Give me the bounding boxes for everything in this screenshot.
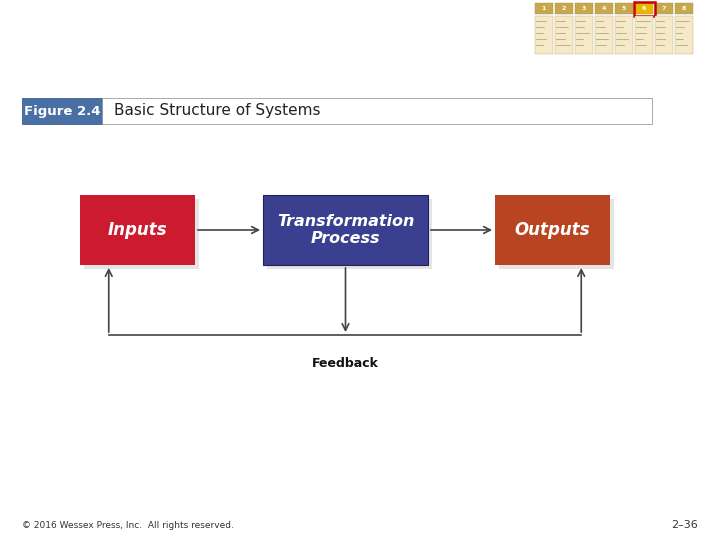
Bar [575, 16, 593, 54]
Text: 2–36: 2–36 [671, 520, 698, 530]
Bar [499, 199, 614, 269]
Bar [22, 98, 102, 124]
Bar [263, 195, 428, 265]
Text: Figure 2.4: Figure 2.4 [24, 105, 100, 118]
Text: 4: 4 [602, 6, 606, 11]
Text: 1: 1 [542, 6, 546, 11]
Text: 8: 8 [682, 6, 686, 11]
Text: Inputs: Inputs [108, 221, 167, 239]
Bar [555, 16, 573, 54]
Bar [655, 16, 673, 54]
Bar [675, 3, 693, 14]
Bar [535, 16, 553, 54]
Bar [675, 16, 693, 54]
Bar [635, 16, 653, 54]
Text: Transformation
Process: Transformation Process [276, 214, 414, 246]
Bar [80, 195, 195, 265]
Text: 2: 2 [562, 6, 566, 11]
Bar [595, 16, 613, 54]
Bar [102, 98, 652, 124]
Text: 3: 3 [582, 6, 586, 11]
Text: © 2016 Wessex Press, Inc.  All rights reserved.: © 2016 Wessex Press, Inc. All rights res… [22, 521, 234, 530]
Bar [555, 3, 573, 14]
Bar [267, 199, 432, 269]
Bar [495, 195, 610, 265]
Text: Basic Structure of Systems: Basic Structure of Systems [114, 104, 320, 118]
Bar [655, 3, 673, 14]
Bar [615, 16, 633, 54]
Text: 7: 7 [662, 6, 666, 11]
Text: 6: 6 [642, 6, 646, 11]
Text: Outputs: Outputs [515, 221, 590, 239]
Bar [535, 3, 553, 14]
Text: 5: 5 [622, 6, 626, 11]
Bar [615, 3, 633, 14]
Bar [635, 3, 653, 14]
Bar [84, 199, 199, 269]
Text: Feedback: Feedback [312, 357, 379, 370]
Bar [575, 3, 593, 14]
Bar [634, 2, 654, 16]
Bar [595, 3, 613, 14]
